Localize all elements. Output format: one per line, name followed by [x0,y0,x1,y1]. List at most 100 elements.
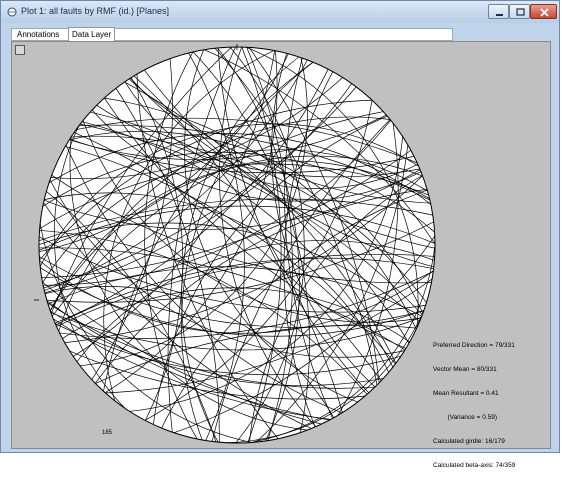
great-circle-arc [47,155,428,316]
great-circle-arc [39,192,391,377]
great-circle-arc [69,47,276,359]
great-circle-arc [65,112,391,161]
great-circle-arc [39,209,266,443]
great-circle-arc [54,268,435,339]
great-circle-arc [181,268,435,443]
great-circle-arc [244,47,293,443]
great-circle-arc [61,144,399,368]
great-circle-arc [159,188,432,432]
stat-line: Preferred Direction = 79/331 [433,342,515,349]
great-circle-arc [152,114,392,429]
great-circle-arc [136,69,282,443]
great-circle-arc [211,47,379,390]
great-circle-arc [283,68,335,431]
window-title: Plot 1: all faults by RMF (id.) [Planes] [21,6,170,16]
great-circle-arc [73,124,435,203]
great-circle-arc [46,74,346,180]
great-circle-arc [235,47,419,340]
tab-annotations[interactable]: Annotations [17,30,60,39]
great-circle-arc [66,135,430,307]
great-circle-arc [39,205,435,253]
great-circle-arc [39,83,360,290]
stat-line: Vector Mean = 80/331 [433,366,497,373]
great-circle-arc [181,59,318,443]
great-circle-arc [53,108,140,422]
great-circle-arc [89,106,425,202]
minimize-icon [496,14,503,16]
statistics-panel: Preferred Direction = 79/331 Vector Mean… [433,326,515,486]
stat-line: Calculated beta-axis: 74/359 [433,462,516,469]
great-circle-arc [39,198,435,243]
great-circle-arc [44,266,426,319]
great-circle-arc [284,54,335,423]
great-circle-arc [271,49,379,390]
great-circle-arc [101,94,410,351]
great-circle-arc [102,59,317,396]
great-circle-arc [39,99,378,265]
great-circle-arc [48,47,237,320]
great-circle-arc [101,47,278,396]
application-window: Plot 1: all faults by RMF (id.) [Planes]… [0,0,560,469]
stat-line: Calculated girdle: 16/179 [433,438,505,445]
minimize-button[interactable] [488,4,509,19]
stereonet-plot [34,44,436,444]
great-circle-arc [248,173,427,443]
great-circle-arc [63,131,426,319]
great-circle-arc [103,47,281,408]
stat-line: Mean Resultant = 0.41 [433,390,499,397]
great-circle-arc [59,287,414,345]
great-circle-arc [127,75,435,250]
plot-tool-button[interactable] [15,45,25,55]
great-circle-arc [63,140,347,416]
great-circle-arc [47,160,435,316]
great-circle-arc [99,275,435,394]
great-circle-arc [39,149,433,288]
great-circle-arc [41,296,336,422]
great-circle-arc [48,172,435,284]
great-circle-arc [167,230,435,436]
close-icon [540,8,549,17]
great-circle-arc [40,167,424,230]
great-circle-arc [75,122,426,319]
great-circle-arc [39,147,415,279]
great-circle-arc [63,348,372,400]
great-circle-arc [49,320,407,376]
great-circle-arc [217,47,372,396]
great-circle-arc [39,123,425,273]
title-bar[interactable]: Plot 1: all faults by RMF (id.) [Planes] [1,1,559,23]
great-circle-arc [186,49,245,443]
great-circle-arc [52,257,435,328]
close-button[interactable] [530,4,557,19]
great-circle-arc [74,240,435,366]
stat-line: (Variance = 0.59) [433,414,498,421]
tab-data-layer[interactable]: Data Layer [68,27,116,41]
great-circle-arc [42,188,218,443]
great-circle-arc [197,47,435,250]
great-circle-arc [122,78,422,189]
great-circle-arc [39,116,394,286]
great-circle-arc [42,299,381,389]
great-circle-arc [56,116,396,337]
great-circle-arc [226,47,305,443]
great-circle-arc [45,310,427,351]
great-circle-arc [189,48,310,438]
great-circle-arc [130,72,344,417]
great-circle-arc [70,117,423,166]
great-circle-arc [89,54,173,384]
great-circle-arc [91,324,421,386]
maximize-button[interactable] [509,4,530,19]
great-circle-arc [75,52,308,367]
great-circle-arc [52,253,435,329]
app-icon [7,7,17,17]
great-circle-arc [167,47,238,437]
great-circle-arc [140,95,374,424]
count-label: 185 [102,430,113,436]
great-circle-arc [81,115,426,323]
great-circle-arc [214,47,300,443]
great-circle-arc [123,130,404,413]
tab-strip: Annotations Data Layer [11,27,453,41]
maximize-icon [516,8,525,16]
plot-area[interactable]: 185 Preferred Direction = 79/331 Vector … [11,41,551,469]
great-circle-arc [51,65,331,325]
great-circle-arc [85,110,412,348]
